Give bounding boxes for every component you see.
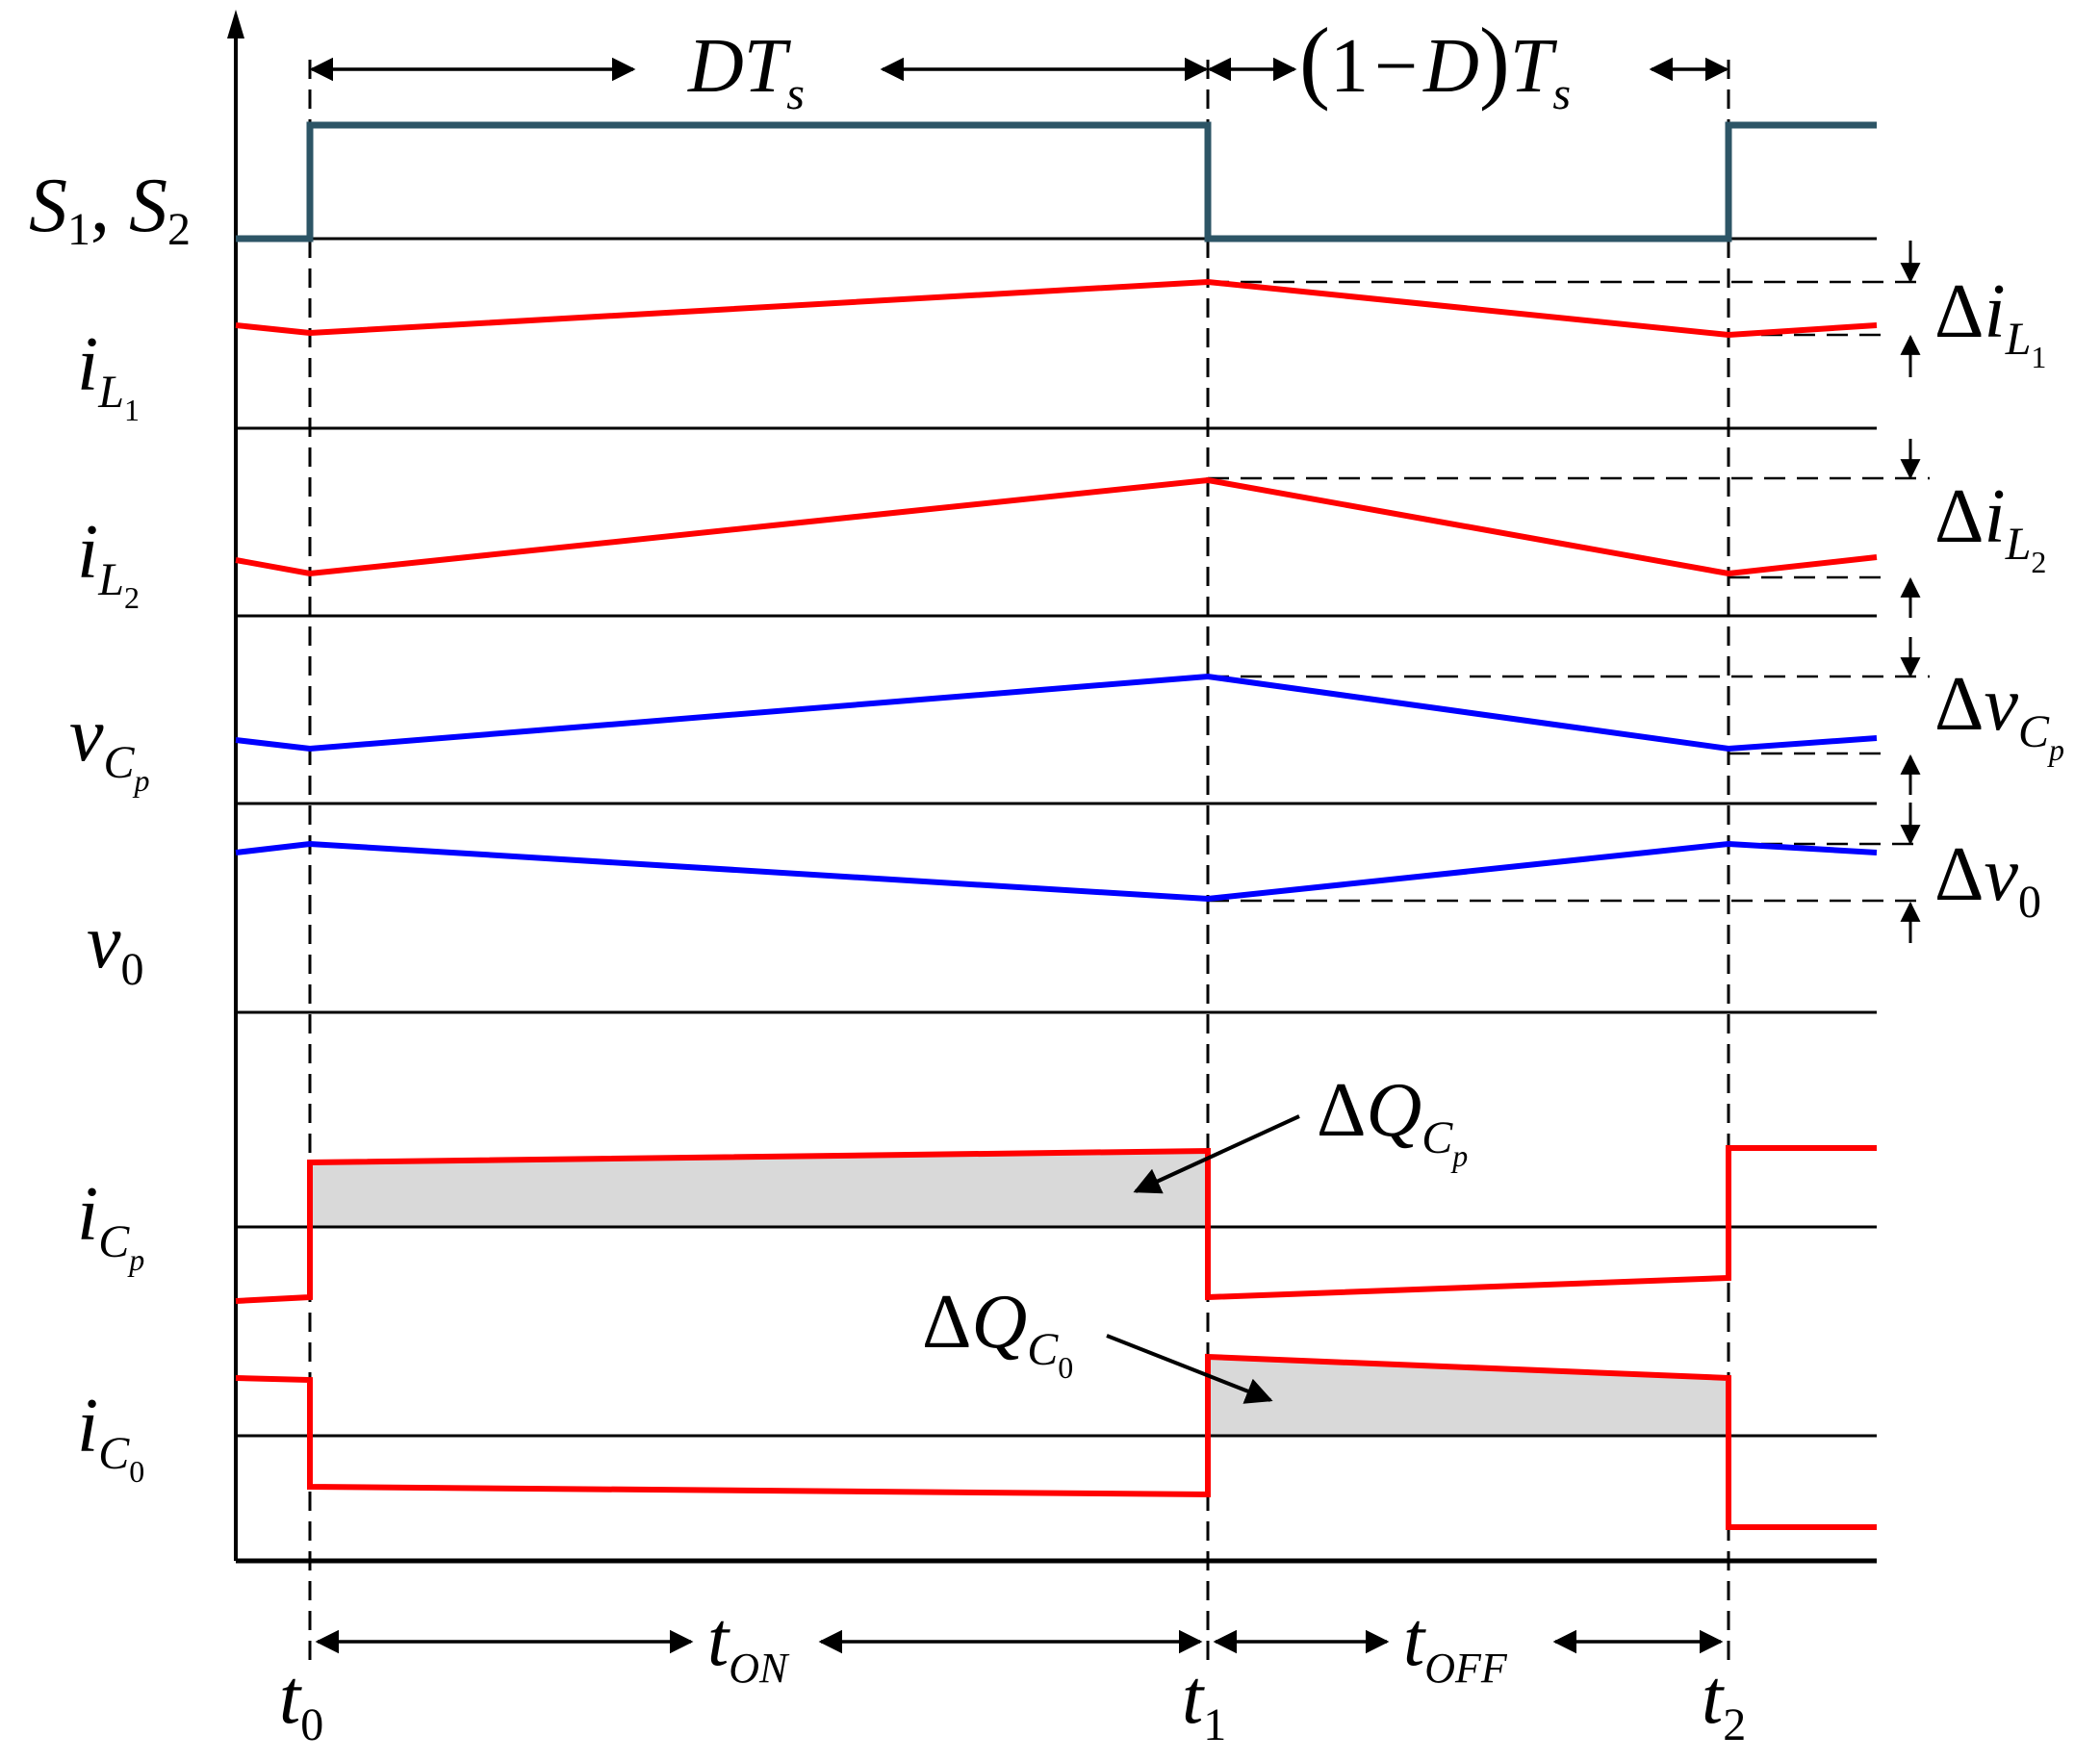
label-icp: iCp [77, 1172, 144, 1277]
label-t1: t1 [1182, 1655, 1226, 1750]
label-t2: t2 [1702, 1655, 1746, 1750]
label-on-interval-top: DTs [687, 24, 805, 119]
waveform-vcp [235, 673, 1878, 753]
waveform-ic0 [235, 1353, 1877, 1530]
label-delta-qcp: ΔQCp [1317, 1068, 1468, 1173]
waveform-v0 [235, 840, 1878, 903]
label-v0: v0 [87, 900, 144, 995]
label-s1-s2: S1, S2 [29, 164, 191, 255]
label-delta-qc0: ΔQC0 [922, 1280, 1073, 1385]
charge-pointer-arrows [1106, 1114, 1300, 1404]
ripple-reference-lines [1208, 280, 1930, 903]
label-t-off: tOFF [1403, 1597, 1508, 1692]
label-il2: iL2 [77, 510, 140, 615]
label-t-on: tON [707, 1597, 790, 1692]
waveform-icp [235, 1145, 1877, 1304]
waveform-il2 [235, 476, 1878, 577]
label-vcp: vCp [69, 693, 150, 798]
label-t0: t0 [279, 1655, 323, 1750]
charge-area-c0 [1208, 1357, 1729, 1436]
label-delta-vcp: ΔvCp [1934, 662, 2064, 767]
waveform-il1 [235, 278, 1878, 339]
label-ic0: iC0 [77, 1384, 144, 1489]
label-off-interval-top: (1−D)Ts [1299, 9, 1571, 119]
waveform-s1-s2 [236, 121, 1877, 242]
label-delta-il1: ΔiL1 [1934, 269, 2046, 374]
label-delta-il2: ΔiL2 [1934, 474, 2046, 579]
label-delta-v0: Δv0 [1934, 832, 2041, 928]
label-il1: iL1 [77, 322, 140, 427]
y-axis-arrowhead [227, 10, 244, 38]
charge-area-cp [310, 1151, 1208, 1227]
